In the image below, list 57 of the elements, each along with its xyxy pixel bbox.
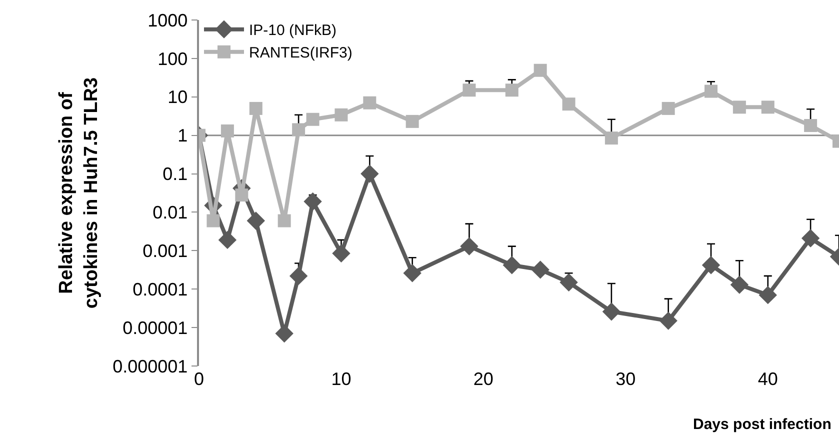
x-axis-title: Days post infection [693,416,832,433]
y-tick-label: 1 [178,126,188,146]
point [801,229,820,248]
point [206,214,220,228]
point [804,119,818,132]
point [306,112,320,126]
legend-label: RANTES(IRF3) [249,44,352,62]
point [275,324,294,343]
point [462,84,476,97]
point [702,256,720,274]
point [363,96,376,110]
point [732,100,746,114]
y-tick-label: 0.001 [142,240,188,261]
x-tick-label: 0 [194,369,204,389]
x-tick-label: 20 [473,369,494,389]
point [289,266,308,286]
point [502,256,521,274]
point [505,84,518,97]
y-tick-label: 0.1 [162,164,188,184]
point [360,164,379,183]
point [562,98,576,111]
point [531,260,550,279]
y-tick-label: 10 [168,87,188,108]
point [560,273,578,292]
point [235,188,248,202]
point [604,132,618,145]
point [659,312,678,330]
y-tick-label: 100 [158,48,188,69]
y-tick-label: 1000 [148,10,188,30]
point [249,102,262,115]
legend-label: IP-10 (NFkB) [249,22,337,40]
point [758,286,777,304]
x-tick-label: 30 [616,369,636,389]
point [218,230,237,250]
point [406,114,419,128]
y-tick-label: 0.000001 [112,356,188,376]
point [662,102,675,115]
point [704,84,718,98]
point [278,214,291,228]
y-tick-label: 0.00001 [122,318,188,338]
y-tick-label: 0.01 [152,202,188,223]
x-tick-label: 40 [758,369,778,389]
y-tick-label: 0.0001 [132,279,188,300]
point [730,276,749,294]
point [246,212,265,230]
point [761,100,774,114]
y-axis-title: Relative expression of cytokines in Huh7.5 TLR3 [56,77,102,309]
x-tick-label: 10 [331,369,352,389]
point [292,123,306,136]
point [304,192,322,211]
point [460,237,478,256]
point [220,124,234,138]
point [332,244,350,262]
point [334,108,348,122]
point [602,302,621,321]
point [403,264,422,282]
point [534,64,547,77]
